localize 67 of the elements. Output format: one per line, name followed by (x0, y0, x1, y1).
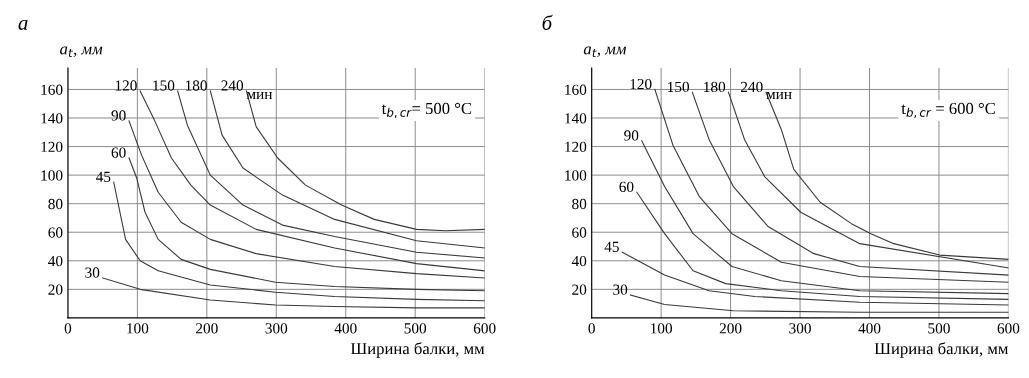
y-tick-label: 60 (572, 227, 587, 238)
x-tick-label: 500 (928, 323, 950, 334)
y-tick-label: 80 (572, 198, 587, 210)
line-series (102, 277, 485, 309)
line-series (139, 90, 485, 272)
series-label: 60 (619, 181, 634, 193)
y-tick-label: 140 (565, 113, 587, 124)
series-label: 240 (740, 81, 763, 93)
series-label: 150 (668, 81, 690, 93)
series-label: 90 (624, 130, 639, 141)
y-tick-label: 100 (41, 170, 63, 181)
annotation: t$_{b,cr}$= 500 °C (381, 102, 472, 119)
x-tick-label: 300 (265, 323, 288, 334)
chart-title: б (542, 14, 553, 30)
x-tick-label: 100 (651, 323, 673, 334)
y-tick-label: 140 (41, 113, 63, 124)
series-label: 60 (111, 147, 126, 158)
y-axis-title: a$_{t}$, мм (583, 46, 627, 58)
x-tick-label: 0 (588, 323, 595, 334)
line-series (177, 90, 485, 259)
series-label: 180 (704, 81, 726, 93)
line-series (245, 90, 485, 232)
series-label: 30 (85, 267, 100, 278)
annotation: мин (246, 92, 273, 100)
x-tick-label: 600 (473, 323, 496, 334)
x-axis-title: Ширина балки, мм (874, 342, 1009, 358)
y-tick-label: 120 (41, 141, 63, 153)
line-series (113, 181, 485, 302)
annotation: мин (766, 92, 792, 100)
y-tick-label: 160 (565, 84, 587, 95)
series-label: 30 (613, 284, 628, 295)
y-tick-label: 160 (41, 84, 63, 95)
x-tick-label: 200 (719, 323, 742, 334)
y-axis-title: a$_{t}$, мм (60, 46, 103, 58)
series-label: 240 (221, 80, 244, 91)
line-series (209, 90, 485, 249)
x-axis-title: Ширина балки, мм (350, 342, 485, 358)
x-tick-label: 300 (789, 323, 811, 334)
y-tick-label: 60 (48, 227, 63, 238)
x-tick-label: 100 (127, 323, 149, 334)
x-tick-label: 400 (858, 323, 881, 334)
y-tick-label: 100 (565, 170, 587, 181)
x-tick-label: 200 (196, 323, 218, 334)
line-series (636, 191, 1009, 300)
series-label: 90 (111, 110, 126, 121)
series-label: 45 (604, 241, 619, 252)
y-tick-label: 40 (48, 255, 63, 267)
series-label: 120 (630, 78, 652, 90)
y-tick-label: 120 (565, 141, 587, 153)
y-tick-label: 20 (48, 284, 63, 295)
x-tick-label: 600 (997, 323, 1020, 334)
series-label: 180 (185, 80, 207, 91)
line-series (128, 120, 485, 279)
line-series (128, 157, 485, 292)
y-tick-label: 40 (571, 255, 587, 267)
x-tick-label: 0 (64, 323, 72, 334)
line-series (641, 140, 1009, 295)
chart-title: а (18, 19, 28, 30)
series-label: 150 (153, 80, 175, 91)
x-tick-label: 500 (404, 323, 427, 334)
series-label: 45 (96, 171, 111, 183)
y-tick-label: 80 (48, 198, 63, 210)
x-tick-label: 400 (334, 323, 357, 334)
series-label: 120 (115, 80, 137, 91)
annotation: t$_{b,cr}$ = 600 °C (901, 102, 995, 119)
y-tick-label: 20 (572, 284, 587, 295)
line-series (630, 294, 1009, 313)
